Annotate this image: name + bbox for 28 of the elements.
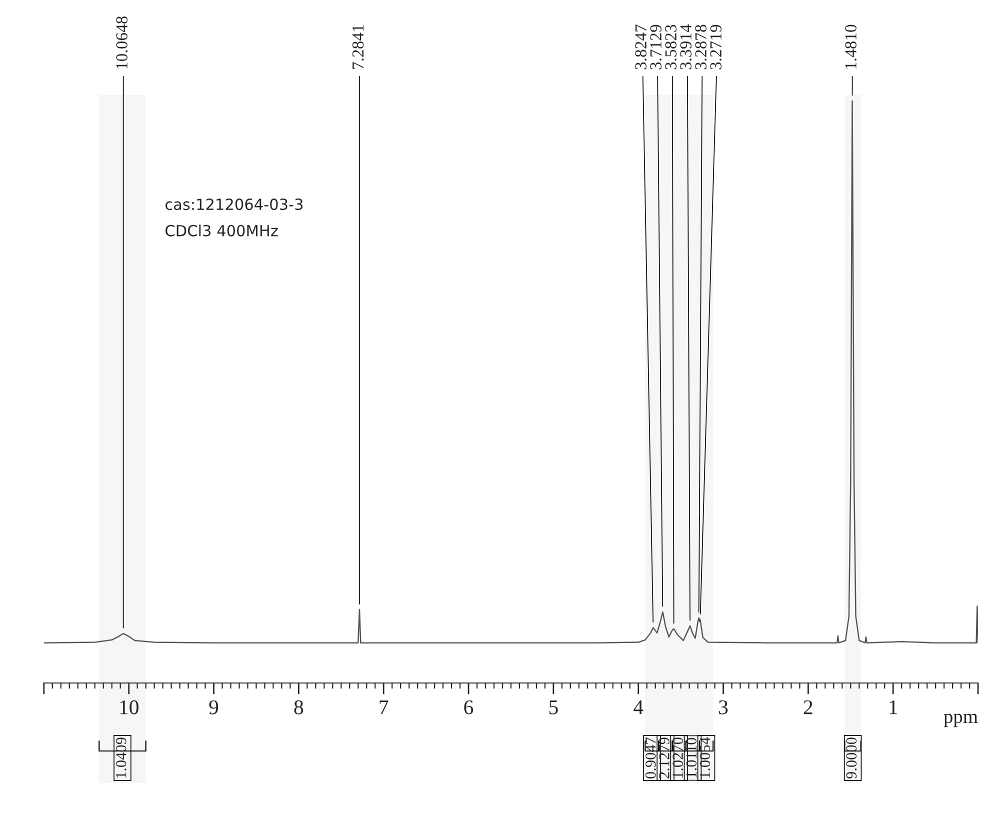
band-label: 1.0409	[116, 738, 126, 778]
annotation: 3.3914	[680, 24, 692, 70]
x-tick-label: 8	[294, 700, 304, 714]
x-tick-label: 7	[380, 700, 388, 714]
annotation: 3.7129	[650, 24, 662, 70]
x-tick-label: 6	[464, 700, 474, 714]
x-tick-label: 10	[120, 700, 138, 714]
band-label: 1.0054	[700, 737, 710, 778]
band-label: 0.9047	[645, 737, 656, 778]
annotation: cas:1212064-03-3	[166, 198, 303, 210]
annotation: CDCl3 400MHz	[166, 224, 278, 236]
x-tick-label: 5	[549, 700, 558, 714]
x-tick-label: 4	[634, 700, 644, 714]
band-label: 2.1279	[659, 738, 670, 778]
x-tick-label: 3	[719, 700, 728, 714]
annotation: 3.2719	[710, 24, 722, 70]
x-tick-label: 2	[804, 700, 812, 714]
annotation: 3.8247	[635, 24, 647, 70]
annotation: 10.0648	[116, 16, 128, 69]
annotation: 7.2841	[352, 25, 364, 69]
band-label: 9.0000	[846, 738, 857, 779]
x-axis-title: ppm	[944, 714, 978, 728]
annotation: 3.2878	[695, 24, 707, 70]
annotation: 3.5823	[665, 24, 677, 70]
annotation: 1.4810	[845, 24, 857, 69]
x-tick-label: 9	[209, 700, 218, 714]
x-tick-label: 1	[890, 700, 898, 714]
band-label: 1.0110	[686, 738, 697, 778]
